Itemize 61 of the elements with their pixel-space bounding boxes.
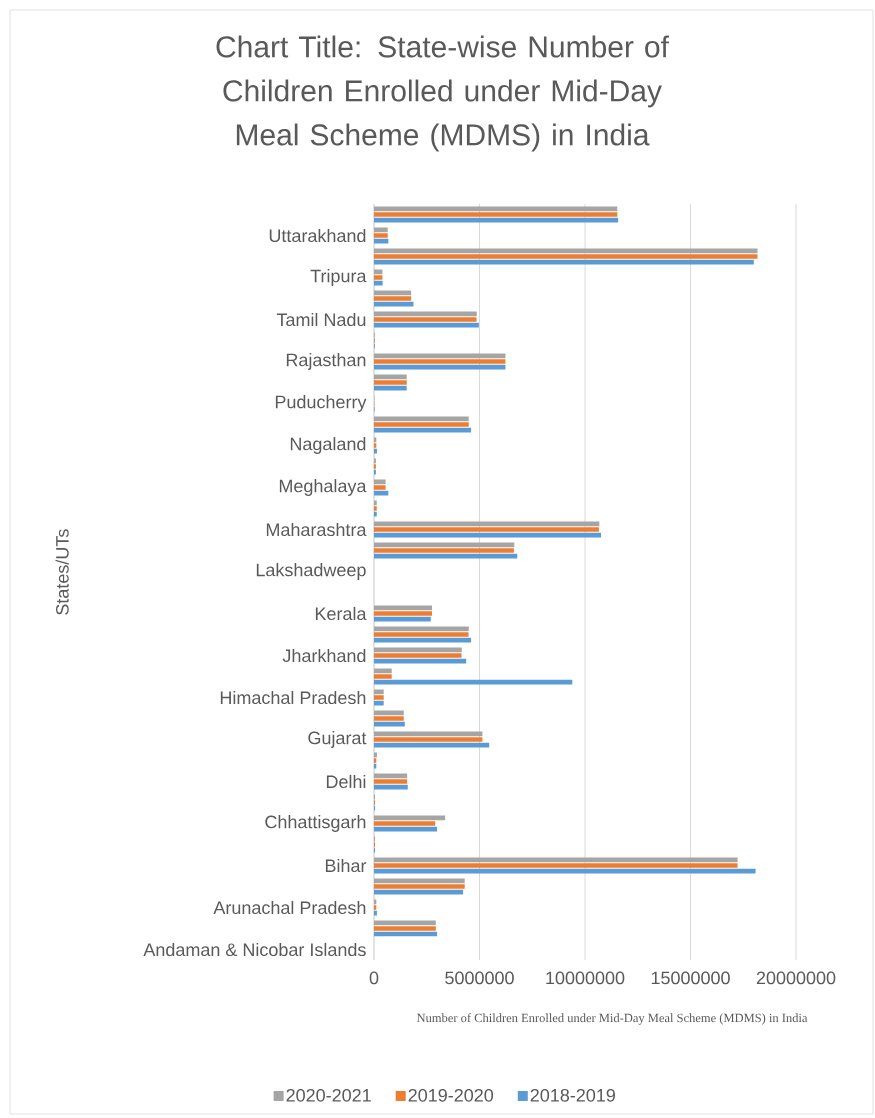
bar xyxy=(374,674,392,679)
x-tick-label: 10000000 xyxy=(546,971,625,985)
y-tick-label: Arunachal Pradesh xyxy=(213,900,366,915)
legend-label: 2019-2020 xyxy=(408,1088,494,1102)
y-tick-label: Delhi xyxy=(326,774,366,789)
y-tick-label: Nagaland xyxy=(290,437,366,454)
bar xyxy=(374,500,377,506)
bar xyxy=(374,275,383,280)
bar xyxy=(374,863,738,868)
bar xyxy=(374,779,408,784)
bar xyxy=(374,884,465,889)
y-tick-label: Maharashtra xyxy=(266,522,367,537)
y-tick-label: Bihar xyxy=(325,858,367,873)
bar xyxy=(374,737,483,742)
y-tick-label: Jharkhand xyxy=(282,648,366,663)
bar xyxy=(374,821,436,826)
y-tick-label: Gujarat xyxy=(308,731,367,748)
x-tick-label: 5000000 xyxy=(445,971,514,985)
bar xyxy=(374,485,386,490)
bar xyxy=(374,280,383,286)
bar xyxy=(374,422,469,427)
bar xyxy=(374,380,407,385)
y-tick-label: Andaman & Nicobar Islands xyxy=(143,942,366,957)
bar xyxy=(374,632,469,637)
bar xyxy=(374,317,477,322)
bar xyxy=(374,527,599,532)
y-tick-label: Tamil Nadu xyxy=(276,312,366,327)
chart-title: Chart Title: State-wise Number of Children Enrolled under Mid-Day Meal Scheme (MDMS) in India xyxy=(216,35,669,152)
x-tick-label: 0 xyxy=(369,971,379,985)
bar xyxy=(374,511,377,517)
y-tick-label: Tripura xyxy=(310,269,367,286)
bar xyxy=(374,359,506,364)
y-tick-label: Himachal Pradesh xyxy=(220,690,366,705)
bar xyxy=(374,695,384,700)
y-tick-label: Rajasthan xyxy=(286,353,366,370)
bar xyxy=(374,611,433,616)
bar xyxy=(374,254,758,259)
bar xyxy=(374,212,618,217)
bar xyxy=(374,443,377,448)
bar xyxy=(374,506,377,511)
bar xyxy=(374,233,388,238)
legend-label: 2020-2021 xyxy=(286,1088,371,1102)
legend-label: 2018-2019 xyxy=(530,1088,615,1102)
bar xyxy=(374,296,412,301)
y-tick-label: Meghalaya xyxy=(279,479,367,496)
bar xyxy=(374,479,386,485)
y-tick-label: Puducherry xyxy=(275,395,367,412)
y-tick-label: Uttarakhand xyxy=(269,228,366,243)
bar xyxy=(374,653,462,658)
y-tick-label: Lakshadweep xyxy=(256,563,366,580)
y-axis-title: States/UTs xyxy=(55,529,69,615)
y-tick-label: Chhattisgarh xyxy=(265,815,366,832)
y-tick-label: Kerala xyxy=(315,606,367,621)
bar xyxy=(374,716,404,721)
bar xyxy=(374,905,377,910)
x-axis-title: Number of Children Enrolled under Mid-Day Meal Scheme (MDMS) in India xyxy=(416,1013,808,1025)
bar xyxy=(374,548,514,553)
x-tick-label: 15000000 xyxy=(651,971,730,985)
x-tick-label: 20000000 xyxy=(756,971,836,985)
bar xyxy=(374,926,436,931)
bar xyxy=(374,758,377,763)
